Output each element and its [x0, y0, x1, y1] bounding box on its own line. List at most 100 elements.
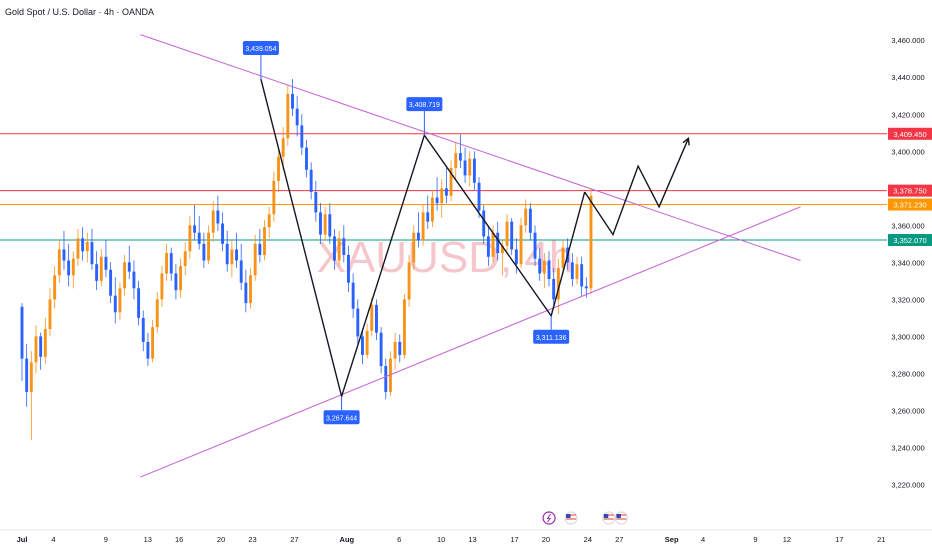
- candle-body: [235, 249, 238, 261]
- candle-body: [556, 267, 560, 300]
- candle-body: [272, 180, 276, 215]
- candle-body: [90, 241, 94, 265]
- candle-body: [244, 282, 248, 304]
- x-axis-tick-label: 9: [753, 535, 757, 544]
- candle-body: [239, 260, 243, 283]
- candle-body: [584, 286, 588, 289]
- candle-body: [197, 232, 201, 244]
- price-level-label: 3,352.070: [893, 236, 926, 245]
- candle-body: [57, 249, 61, 276]
- candle-body: [202, 243, 206, 261]
- candle-body: [76, 238, 80, 259]
- y-axis-tick-label: 3,360.000: [891, 221, 924, 230]
- candle-body: [211, 210, 215, 233]
- candle-body: [519, 225, 523, 265]
- us-flag-event-icon[interactable]: [602, 511, 616, 525]
- candle-body: [580, 264, 584, 287]
- x-axis-tick-label: 27: [615, 535, 623, 544]
- x-axis-tick-label: Sep: [665, 535, 679, 544]
- candle-body: [477, 182, 481, 211]
- candle-body: [62, 249, 66, 261]
- candle-body: [132, 271, 136, 289]
- us-flag-event-icon[interactable]: [614, 511, 628, 525]
- lightning-event-icon[interactable]: [542, 511, 556, 525]
- y-axis-tick-label: 3,240.000: [891, 443, 924, 452]
- candle-body: [43, 328, 47, 357]
- candle-body: [20, 306, 24, 359]
- x-axis-tick-label: 12: [783, 535, 791, 544]
- candle-body: [95, 264, 99, 281]
- candle-body: [589, 195, 593, 289]
- x-axis-tick-label: Jul: [17, 535, 28, 544]
- candle-body: [486, 236, 490, 257]
- us-flag-event-icon[interactable]: [564, 511, 578, 525]
- x-axis-tick-label: 9: [104, 535, 108, 544]
- candle-body: [225, 243, 229, 265]
- candle-body: [267, 214, 271, 228]
- watermark-text: XAUUSD, 4h: [317, 233, 574, 282]
- candle-body: [393, 341, 397, 359]
- candle-body: [151, 327, 155, 359]
- x-axis-tick-label: 27: [290, 535, 298, 544]
- zigzag-path: [260, 78, 586, 399]
- candle-body: [421, 212, 425, 241]
- candle-body: [118, 288, 122, 313]
- symbol-title: Gold Spot / U.S. Dollar · 4h · OANDA: [5, 7, 155, 17]
- candle-body: [104, 256, 108, 270]
- candle-body: [333, 236, 336, 261]
- candle-body: [216, 210, 220, 224]
- candle-body: [379, 332, 383, 367]
- x-axis-tick-label: 17: [510, 535, 518, 544]
- candle-body: [81, 238, 85, 252]
- candle-body: [109, 269, 113, 296]
- candle-body: [39, 336, 43, 357]
- candle-body: [67, 260, 71, 276]
- callout-label: 3,311.136: [536, 335, 567, 342]
- candle-body: [552, 279, 556, 300]
- y-axis-tick-label: 3,320.000: [891, 295, 924, 304]
- candle-body: [188, 225, 192, 252]
- candle-body: [463, 160, 467, 176]
- candle-body: [365, 330, 369, 355]
- projection-path: [584, 138, 690, 237]
- candle-body: [48, 299, 52, 329]
- price-level-label: 3,378.750: [893, 187, 926, 196]
- y-axis-tick-label: 3,280.000: [891, 369, 924, 378]
- candle-body: [230, 249, 234, 265]
- y-axis-tick-label: 3,420.000: [891, 110, 924, 119]
- candle-body: [160, 273, 164, 300]
- candle-body: [388, 358, 392, 392]
- candle-body: [528, 208, 532, 233]
- candle-body: [337, 238, 341, 261]
- candle-body: [146, 341, 150, 359]
- candle-body: [305, 147, 308, 170]
- candle-body: [370, 304, 374, 331]
- candle-body: [361, 336, 364, 355]
- x-axis-tick-label: 23: [248, 535, 256, 544]
- candle-body: [384, 366, 388, 392]
- projection-arrow-icon: [682, 136, 690, 146]
- y-axis-tick-label: 3,260.000: [891, 406, 924, 415]
- lower-trendline: [140, 206, 801, 478]
- candle-body: [207, 232, 210, 261]
- candle-body: [29, 362, 33, 392]
- candle-body: [258, 243, 262, 255]
- candle-body: [174, 273, 178, 291]
- callout-box: [533, 329, 570, 344]
- candle-body: [472, 158, 476, 183]
- candle-body: [253, 243, 257, 276]
- candle-body: [141, 317, 145, 342]
- candle-body: [123, 262, 127, 289]
- y-axis-tick-label: 3,400.000: [891, 147, 924, 156]
- x-axis-tick-label: 24: [584, 535, 592, 544]
- x-axis-tick-label: 20: [542, 535, 550, 544]
- candle-body: [514, 249, 518, 265]
- y-axis-tick-label: 3,440.000: [891, 73, 924, 82]
- candle-body: [398, 341, 402, 355]
- candle-body: [183, 251, 187, 267]
- callout-label: 3,439.054: [245, 46, 276, 53]
- candle-body: [137, 288, 141, 318]
- price-level-label-bg: [888, 234, 932, 247]
